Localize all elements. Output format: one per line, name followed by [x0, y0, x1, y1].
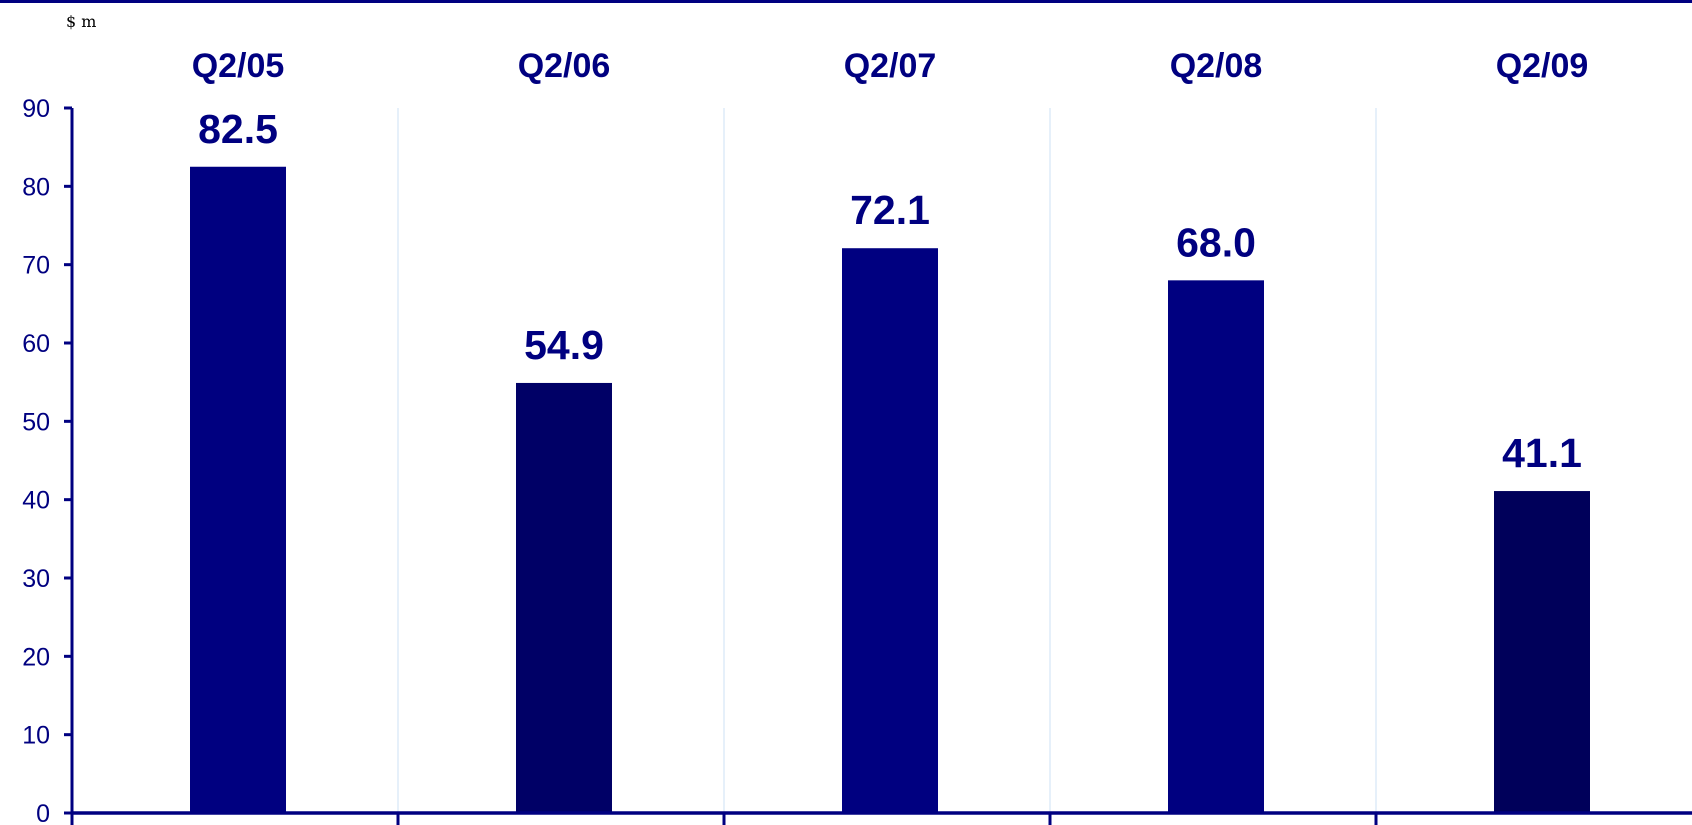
data-label: 54.9: [524, 322, 604, 368]
top-rule: [0, 0, 1692, 3]
data-label: 68.0: [1176, 219, 1256, 265]
y-tick-label: 60: [22, 330, 50, 358]
bar: [1494, 491, 1590, 813]
grid-lines: [397, 108, 1377, 813]
y-tick-label: 20: [22, 643, 50, 671]
bars: [190, 166, 1590, 813]
category-label: Q2/05: [192, 47, 285, 85]
category-label: Q2/08: [1170, 47, 1263, 85]
labels: 0 10 20 30 40 50 60 70 80 90 Q2/05 Q2/06 Q2/07 Q2/08 Q…: [22, 47, 1588, 825]
bar: [516, 382, 612, 813]
y-tick-label: 0: [36, 800, 50, 825]
bar: [1168, 280, 1264, 813]
category-label: Q2/06: [518, 47, 611, 85]
category-label: Q2/09: [1496, 47, 1589, 85]
y-tick-label: 70: [22, 252, 50, 280]
y-tick-label: 80: [22, 173, 50, 201]
category-label: Q2/07: [844, 47, 937, 85]
axes: [64, 106, 1692, 825]
data-label: 72.1: [850, 187, 930, 233]
data-label: 41.1: [1502, 430, 1582, 476]
bar: [190, 166, 286, 813]
unit-label: $ m: [66, 12, 96, 31]
bar: [842, 248, 938, 813]
y-tick-label: 30: [22, 565, 50, 593]
y-tick-label: 50: [22, 408, 50, 436]
y-tick-label: 40: [22, 487, 50, 515]
y-tick-label: 90: [22, 95, 50, 123]
y-tick-label: 10: [22, 722, 50, 750]
data-label: 82.5: [198, 106, 278, 152]
